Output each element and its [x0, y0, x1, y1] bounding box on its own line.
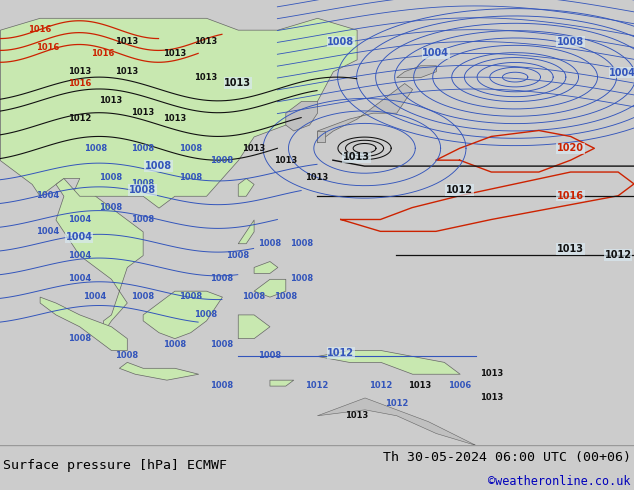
Text: 1012: 1012 [306, 381, 328, 390]
Text: 1008: 1008 [131, 215, 154, 224]
Text: 1012: 1012 [385, 399, 408, 408]
Text: 1013: 1013 [306, 173, 328, 182]
Text: 1008: 1008 [131, 179, 154, 188]
Text: 1008: 1008 [129, 185, 156, 195]
Text: 1012: 1012 [369, 381, 392, 390]
Text: 1013: 1013 [274, 156, 297, 165]
Text: 1013: 1013 [68, 67, 91, 75]
Text: 1013: 1013 [163, 114, 186, 123]
Text: 1020: 1020 [557, 143, 584, 153]
Text: 1008: 1008 [290, 274, 313, 283]
Text: 1008: 1008 [210, 156, 233, 165]
Text: 1004: 1004 [422, 49, 450, 58]
Text: Th 30-05-2024 06:00 UTC (00+06): Th 30-05-2024 06:00 UTC (00+06) [383, 451, 631, 464]
Text: Surface pressure [hPa] ECMWF: Surface pressure [hPa] ECMWF [3, 459, 227, 472]
Text: 1013: 1013 [195, 37, 217, 46]
Text: 1004: 1004 [68, 215, 91, 224]
Text: 1013: 1013 [195, 73, 217, 82]
Text: 1008: 1008 [210, 381, 233, 390]
Text: 1013: 1013 [408, 381, 432, 390]
Text: 1008: 1008 [115, 351, 138, 361]
Text: 1008: 1008 [210, 274, 233, 283]
Text: 1008: 1008 [226, 250, 249, 260]
Text: 1008: 1008 [131, 292, 154, 301]
Text: 1008: 1008 [179, 144, 202, 153]
Text: 1016: 1016 [68, 78, 91, 88]
Text: 1013: 1013 [557, 244, 584, 254]
Text: 1008: 1008 [84, 144, 107, 153]
Text: 1008: 1008 [557, 37, 584, 47]
Text: 1008: 1008 [195, 310, 217, 319]
Text: 1016: 1016 [28, 25, 51, 34]
Text: 1004: 1004 [84, 292, 107, 301]
Text: 1004: 1004 [68, 274, 91, 283]
Text: 1008: 1008 [145, 161, 172, 171]
Text: 1008: 1008 [258, 351, 281, 361]
Text: 1013: 1013 [115, 67, 138, 75]
Text: 1012: 1012 [446, 185, 473, 195]
Text: 1016: 1016 [36, 43, 59, 52]
Text: 1016: 1016 [557, 191, 584, 201]
Text: 1004: 1004 [68, 250, 91, 260]
Text: 1008: 1008 [100, 173, 122, 182]
Text: 1004: 1004 [36, 191, 59, 200]
Text: 1013: 1013 [480, 369, 503, 378]
Text: ©weatheronline.co.uk: ©weatheronline.co.uk [488, 475, 631, 489]
Text: 1008: 1008 [210, 340, 233, 348]
Text: 1013: 1013 [131, 108, 154, 117]
Text: 1013: 1013 [115, 37, 138, 46]
Text: 1012: 1012 [327, 348, 354, 358]
Text: 1012: 1012 [605, 250, 631, 260]
Text: 1013: 1013 [480, 393, 503, 402]
Text: 1012: 1012 [68, 114, 91, 123]
Text: 1004: 1004 [66, 232, 93, 242]
Text: 1006: 1006 [448, 381, 471, 390]
Text: 1013: 1013 [242, 144, 265, 153]
Text: 1008: 1008 [163, 340, 186, 348]
Text: 1008: 1008 [131, 144, 154, 153]
Text: 1008: 1008 [179, 292, 202, 301]
Text: 1013: 1013 [100, 97, 122, 105]
Text: 1016: 1016 [91, 49, 115, 58]
Text: 1008: 1008 [100, 203, 122, 212]
Text: 1008: 1008 [242, 292, 265, 301]
Text: 1004: 1004 [609, 68, 634, 78]
Text: 1008: 1008 [179, 173, 202, 182]
Text: 1004: 1004 [36, 227, 59, 236]
Text: 1013: 1013 [224, 78, 251, 88]
Text: 1013: 1013 [163, 49, 186, 58]
Text: 1013: 1013 [345, 411, 368, 420]
Text: 1008: 1008 [327, 37, 354, 47]
Text: 1008: 1008 [68, 334, 91, 343]
Text: 1008: 1008 [258, 239, 281, 248]
Text: 1013: 1013 [343, 152, 370, 162]
Text: 1008: 1008 [274, 292, 297, 301]
Text: 1008: 1008 [290, 239, 313, 248]
